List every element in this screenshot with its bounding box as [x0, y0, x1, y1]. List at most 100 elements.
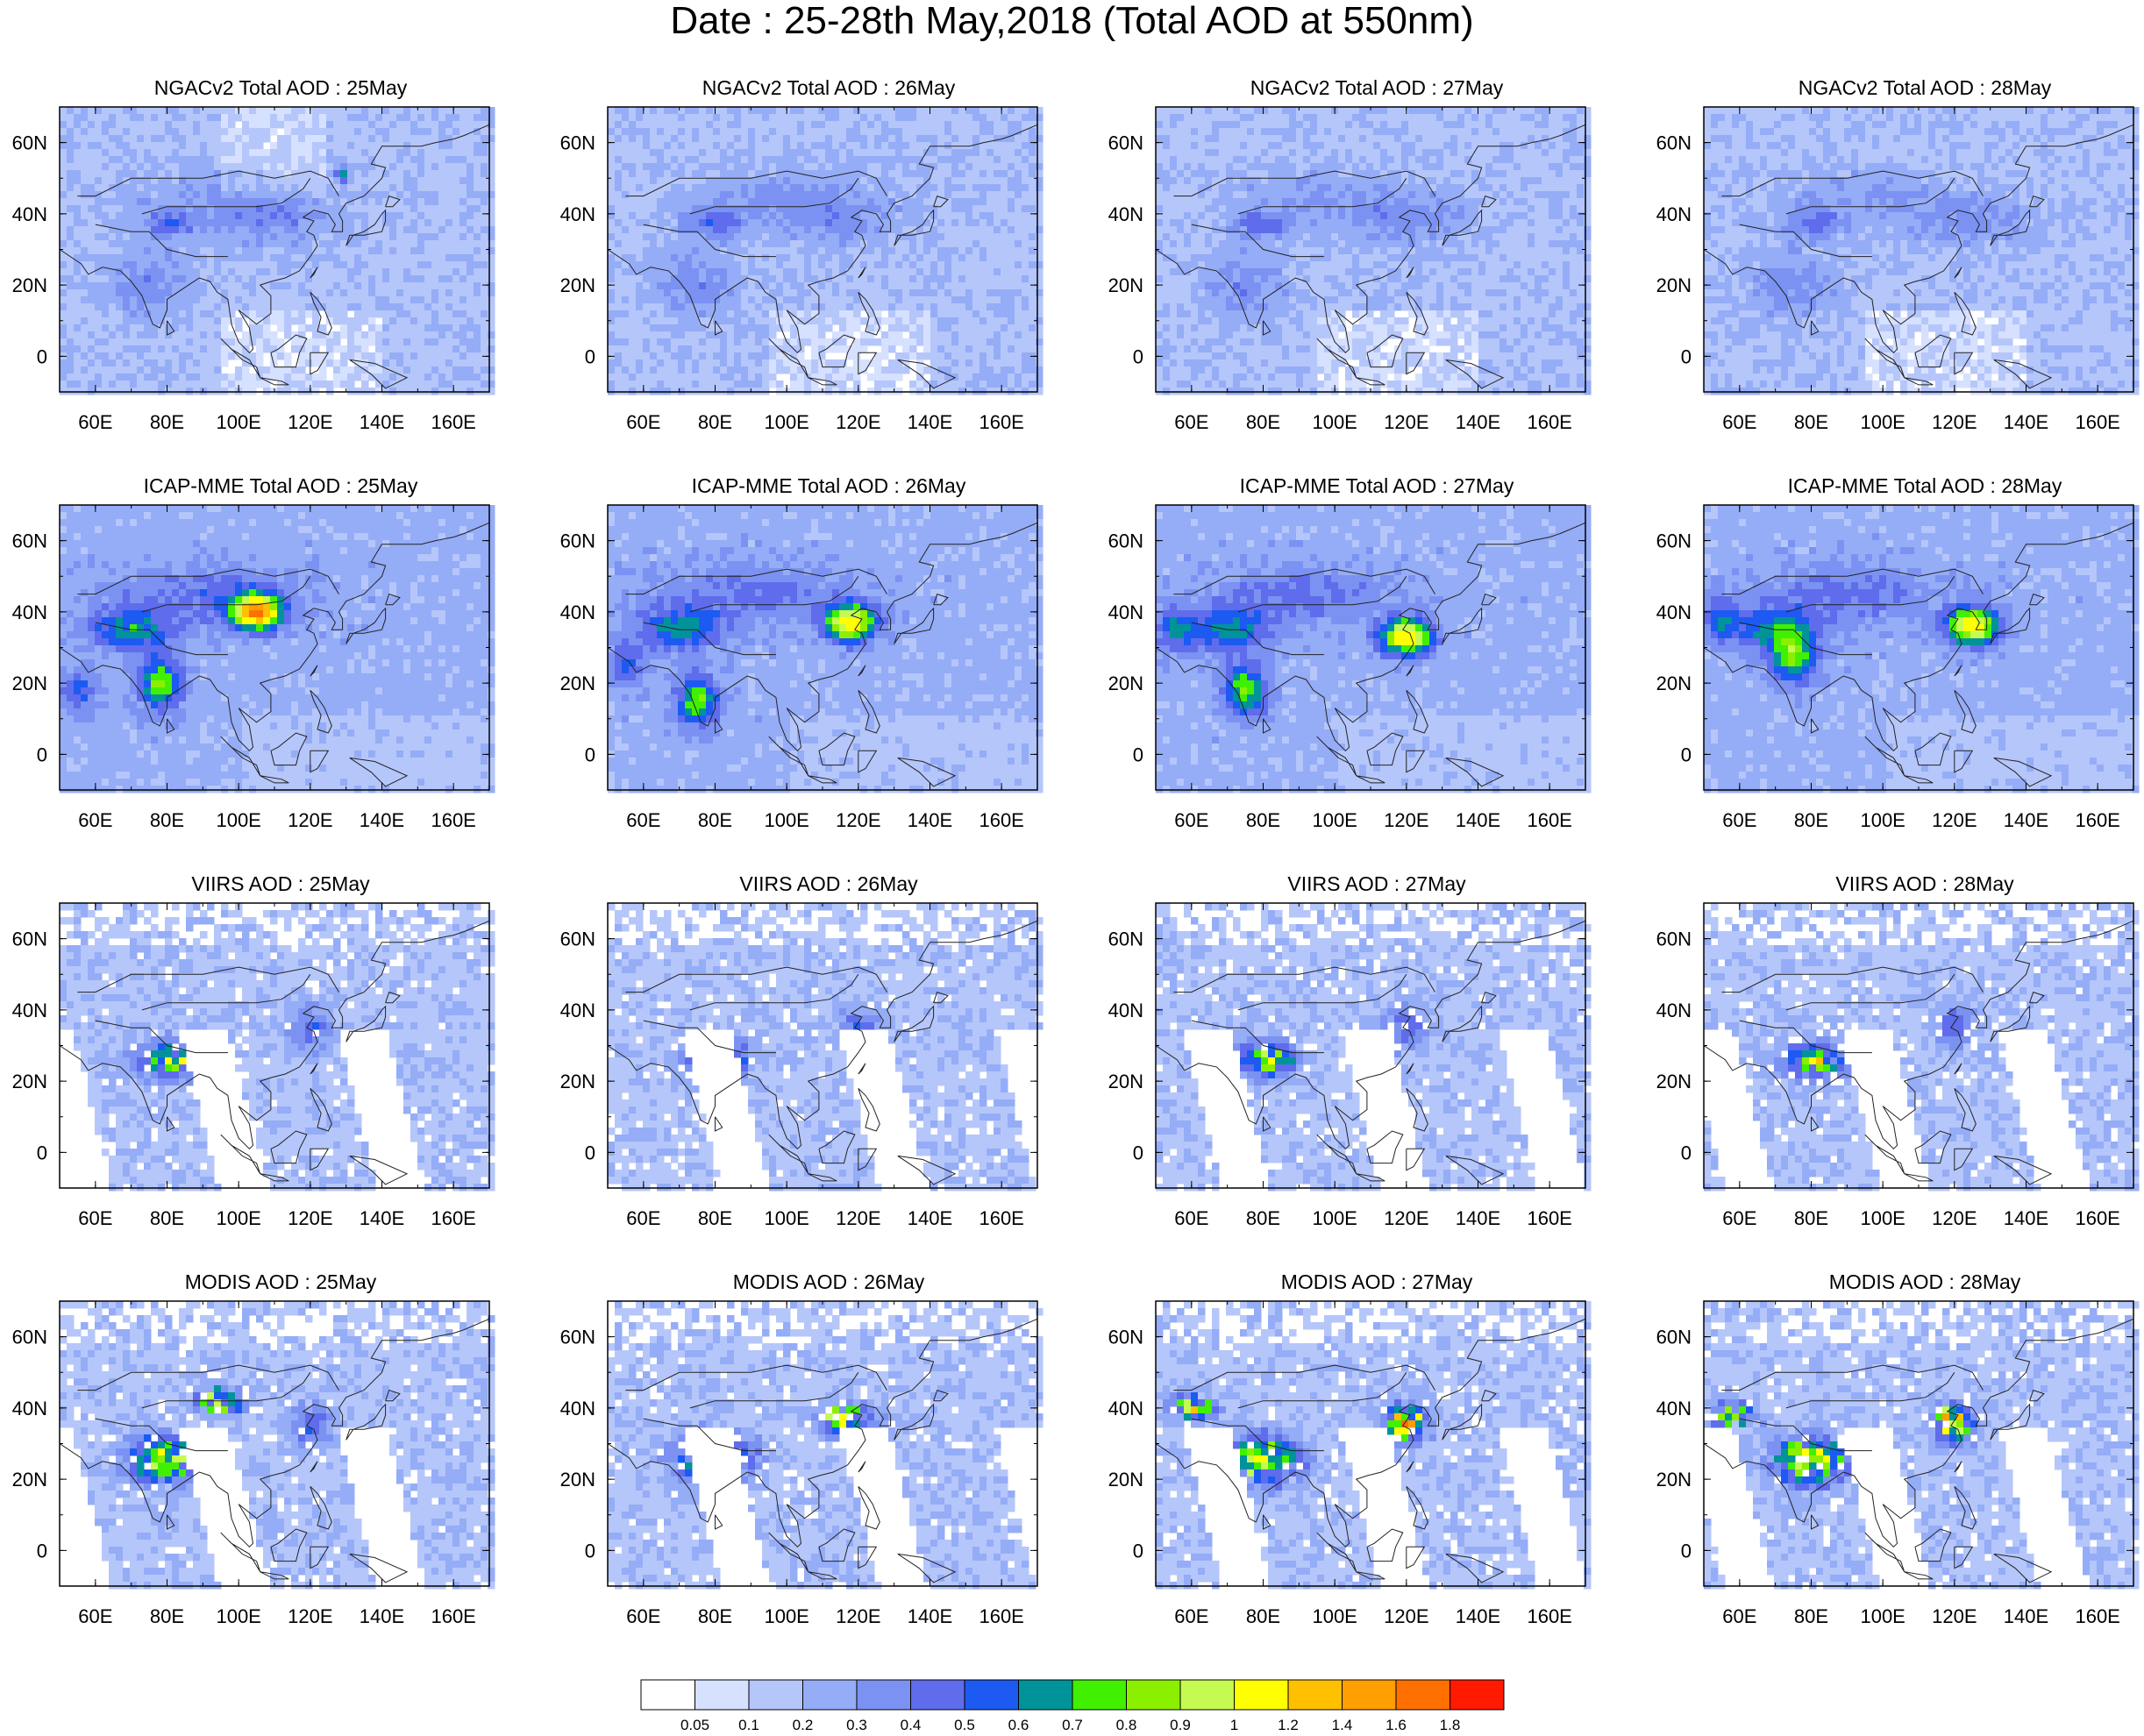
- aod-cell: [720, 303, 728, 311]
- aod-cell: [755, 163, 763, 171]
- aod-cell: [755, 303, 763, 311]
- aod-cell: [298, 352, 306, 360]
- aod-cell: [235, 268, 243, 276]
- aod-cell: [720, 374, 728, 381]
- aod-cell: [1015, 359, 1022, 367]
- aod-cell: [249, 107, 257, 115]
- aod-cell: [137, 374, 145, 381]
- aod-cell: [375, 374, 383, 381]
- aod-cell: [74, 233, 82, 241]
- aod-cell: [615, 142, 623, 150]
- aod-cell: [438, 303, 446, 311]
- aod-cell: [410, 121, 418, 129]
- aod-cell: [643, 114, 651, 122]
- aod-cell: [67, 310, 75, 318]
- aod-cell: [242, 303, 250, 311]
- aod-cell: [144, 156, 152, 164]
- aod-cell: [396, 345, 404, 353]
- aod-cell: [354, 317, 362, 325]
- aod-cell: [284, 359, 292, 367]
- aod-cell: [748, 128, 756, 136]
- aod-cell: [1015, 324, 1022, 332]
- aod-cell: [776, 247, 784, 255]
- aod-cell: [291, 142, 299, 150]
- aod-cell: [987, 338, 994, 346]
- aod-cell: [727, 149, 735, 157]
- aod-cell: [144, 198, 152, 206]
- aod-cell: [846, 240, 854, 248]
- aod-cell: [671, 359, 679, 367]
- aod-cell: [1036, 163, 1044, 171]
- aod-cell: [242, 275, 250, 283]
- aod-cell: [305, 191, 313, 199]
- aod-cell: [410, 212, 418, 220]
- aod-cell: [860, 233, 868, 241]
- aod-cell: [1022, 233, 1029, 241]
- aod-cell: [214, 359, 222, 367]
- aod-cell: [636, 184, 644, 192]
- aod-cell: [382, 352, 390, 360]
- aod-cell: [333, 128, 341, 136]
- aod-cell: [200, 310, 208, 318]
- aod-cell: [643, 156, 651, 164]
- aod-cell: [410, 352, 418, 360]
- aod-cell: [1001, 254, 1008, 262]
- aod-cell: [102, 254, 110, 262]
- aod-cell: [846, 317, 854, 325]
- aod-cell: [375, 331, 383, 339]
- aod-cell: [755, 345, 763, 353]
- aod-cell: [1001, 303, 1008, 311]
- aod-cell: [431, 163, 439, 171]
- aod-cell: [172, 149, 180, 157]
- aod-cell: [88, 254, 96, 262]
- aod-cell: [298, 114, 306, 122]
- aod-cell: [410, 289, 418, 297]
- aod-cell: [312, 205, 320, 213]
- aod-cell: [186, 303, 194, 311]
- aod-cell: [916, 107, 924, 115]
- aod-cell: [340, 303, 348, 311]
- aod-cell: [720, 345, 728, 353]
- aod-cell: [123, 240, 131, 248]
- aod-cell: [734, 142, 742, 150]
- aod-cell: [706, 381, 714, 388]
- aod-cell: [699, 163, 707, 171]
- aod-cell: [699, 170, 707, 178]
- aod-cell: [151, 107, 159, 115]
- aod-cell: [811, 107, 819, 115]
- aod-cell: [424, 247, 432, 255]
- aod-cell: [804, 219, 812, 227]
- aod-cell: [664, 205, 672, 213]
- aod-cell: [488, 366, 495, 374]
- aod-cell: [207, 303, 215, 311]
- aod-cell: [867, 317, 875, 325]
- aod-cell: [706, 261, 714, 269]
- aod-cell: [1008, 128, 1015, 136]
- aod-cell: [81, 240, 89, 248]
- aod-cell: [102, 191, 110, 199]
- aod-cell: [685, 338, 693, 346]
- aod-cell: [846, 149, 854, 157]
- aod-cell: [144, 128, 152, 136]
- aod-cell: [382, 310, 390, 318]
- aod-cell: [60, 331, 68, 339]
- aod-cell: [200, 205, 208, 213]
- aod-cell: [158, 163, 166, 171]
- aod-cell: [109, 198, 117, 206]
- aod-cell: [937, 191, 945, 199]
- aod-cell: [895, 324, 903, 332]
- aod-cell: [755, 289, 763, 297]
- aod-cell: [67, 212, 75, 220]
- aod-cell: [699, 310, 707, 318]
- aod-cell: [972, 226, 980, 234]
- aod-cell: [979, 338, 987, 346]
- aod-cell: [151, 163, 159, 171]
- aod-cell: [445, 338, 453, 346]
- aod-cell: [895, 282, 903, 290]
- aod-cell: [81, 359, 89, 367]
- aod-cell: [81, 163, 89, 171]
- aod-cell: [319, 107, 327, 115]
- aod-cell: [930, 310, 938, 318]
- aod-cell: [916, 156, 924, 164]
- aod-cell: [685, 135, 693, 143]
